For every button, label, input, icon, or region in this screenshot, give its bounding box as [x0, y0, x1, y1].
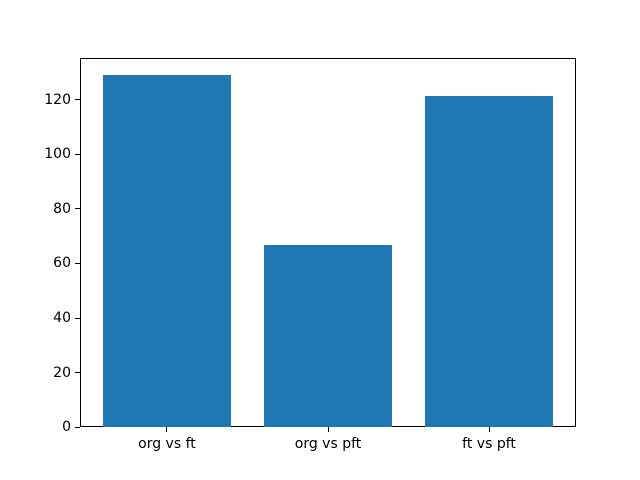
- y-tick-label: 120: [44, 91, 71, 108]
- y-tick-label: 0: [62, 419, 71, 436]
- y-tick-label: 40: [53, 310, 71, 327]
- bar-org-vs-ft: [102, 75, 232, 428]
- x-tick-label-org-vs-pft: org vs pft: [294, 436, 362, 453]
- y-tick-mark: [75, 99, 80, 101]
- y-tick-label: 60: [53, 255, 71, 272]
- x-tick-mark: [327, 427, 329, 433]
- y-tick-mark: [75, 153, 80, 155]
- y-tick-mark: [75, 372, 80, 374]
- x-tick-mark: [488, 427, 490, 433]
- y-tick-mark: [75, 208, 80, 210]
- bar-ft-vs-pft: [424, 95, 554, 428]
- y-tick-mark: [75, 426, 80, 428]
- x-tick-label-org-vs-ft: org vs ft: [138, 436, 196, 453]
- y-tick-mark: [75, 317, 80, 319]
- x-tick-mark: [166, 427, 168, 433]
- y-tick-label: 80: [53, 200, 71, 217]
- bar-org-vs-pft: [263, 244, 393, 428]
- y-tick-label: 20: [53, 364, 71, 381]
- y-tick-mark: [75, 262, 80, 264]
- x-tick-label-ft-vs-pft: ft vs pft: [462, 436, 516, 453]
- y-tick-label: 100: [44, 146, 71, 163]
